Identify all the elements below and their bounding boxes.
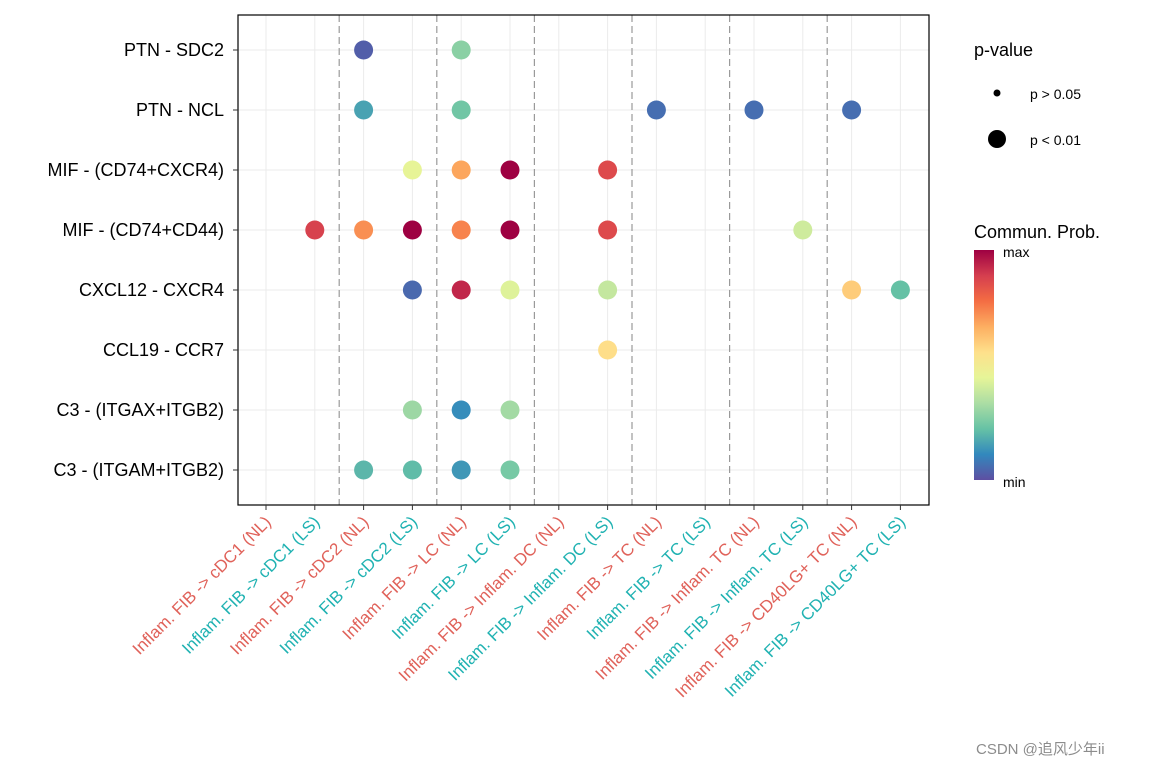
data-point — [646, 100, 666, 120]
legend-pvalue-small-dot — [993, 89, 1001, 97]
color-bar-min-label: min — [1003, 474, 1026, 490]
data-point — [842, 280, 862, 300]
legend-pvalue-title: p-value — [974, 40, 1033, 60]
plot-panel-border — [237, 14, 930, 506]
data-point — [305, 220, 325, 240]
y-tick-label: PTN - SDC2 — [124, 40, 224, 60]
data-point — [451, 160, 471, 180]
data-point — [451, 280, 471, 300]
data-point — [598, 160, 618, 180]
y-tick-label: CXCL12 - CXCR4 — [79, 280, 224, 300]
data-point — [500, 220, 520, 240]
data-point — [354, 100, 374, 120]
x-tick-label: Inflam. FIB -> CD40LG+ TC (LS) — [721, 512, 909, 700]
data-point — [402, 400, 422, 420]
legend-color: Commun. Prob. max min — [974, 222, 1100, 490]
data-point — [354, 460, 374, 480]
data-point — [451, 400, 471, 420]
x-axis: Inflam. FIB -> cDC1 (NL)Inflam. FIB -> c… — [129, 505, 909, 701]
legend-pvalue-large-dot — [988, 130, 1006, 148]
y-tick-label: MIF - (CD74+CXCR4) — [47, 160, 224, 180]
data-point — [402, 220, 422, 240]
x-tick-label: Inflam. FIB -> CD40LG+ TC (NL) — [672, 512, 861, 701]
legend-pvalue-label-low: p < 0.01 — [1030, 132, 1081, 148]
group-separators — [338, 15, 828, 505]
data-point — [598, 340, 618, 360]
legend-pvalue: p-value p > 0.05 p < 0.01 — [974, 40, 1081, 148]
y-tick-label: C3 - (ITGAM+ITGB2) — [53, 460, 224, 480]
data-point — [451, 40, 471, 60]
data-point — [402, 460, 422, 480]
data-point — [598, 220, 618, 240]
data-point — [500, 460, 520, 480]
legend-pvalue-label-high: p > 0.05 — [1030, 86, 1081, 102]
data-point — [500, 400, 520, 420]
grid-lines — [238, 15, 929, 505]
y-tick-label: PTN - NCL — [136, 100, 224, 120]
data-point — [402, 280, 422, 300]
data-point — [451, 100, 471, 120]
legend-color-title: Commun. Prob. — [974, 222, 1100, 242]
data-point — [451, 220, 471, 240]
data-point — [402, 160, 422, 180]
data-point — [744, 100, 764, 120]
points — [305, 40, 910, 480]
y-tick-label: MIF - (CD74+CD44) — [62, 220, 224, 240]
y-axis: PTN - SDC2 PTN - NCL MIF - (CD74+CXCR4) MIF… — [47, 40, 238, 480]
watermark: CSDN @追风少年ii — [976, 741, 1105, 758]
data-point — [793, 220, 813, 240]
data-point — [354, 40, 374, 60]
data-point — [890, 280, 910, 300]
data-point — [451, 460, 471, 480]
data-point — [598, 280, 618, 300]
data-point — [842, 100, 862, 120]
color-bar — [974, 250, 994, 480]
data-point — [500, 160, 520, 180]
data-point — [354, 220, 374, 240]
y-tick-label: CCL19 - CCR7 — [103, 340, 224, 360]
y-tick-label: C3 - (ITGAX+ITGB2) — [56, 400, 224, 420]
color-bar-max-label: max — [1003, 244, 1029, 260]
data-point — [500, 280, 520, 300]
